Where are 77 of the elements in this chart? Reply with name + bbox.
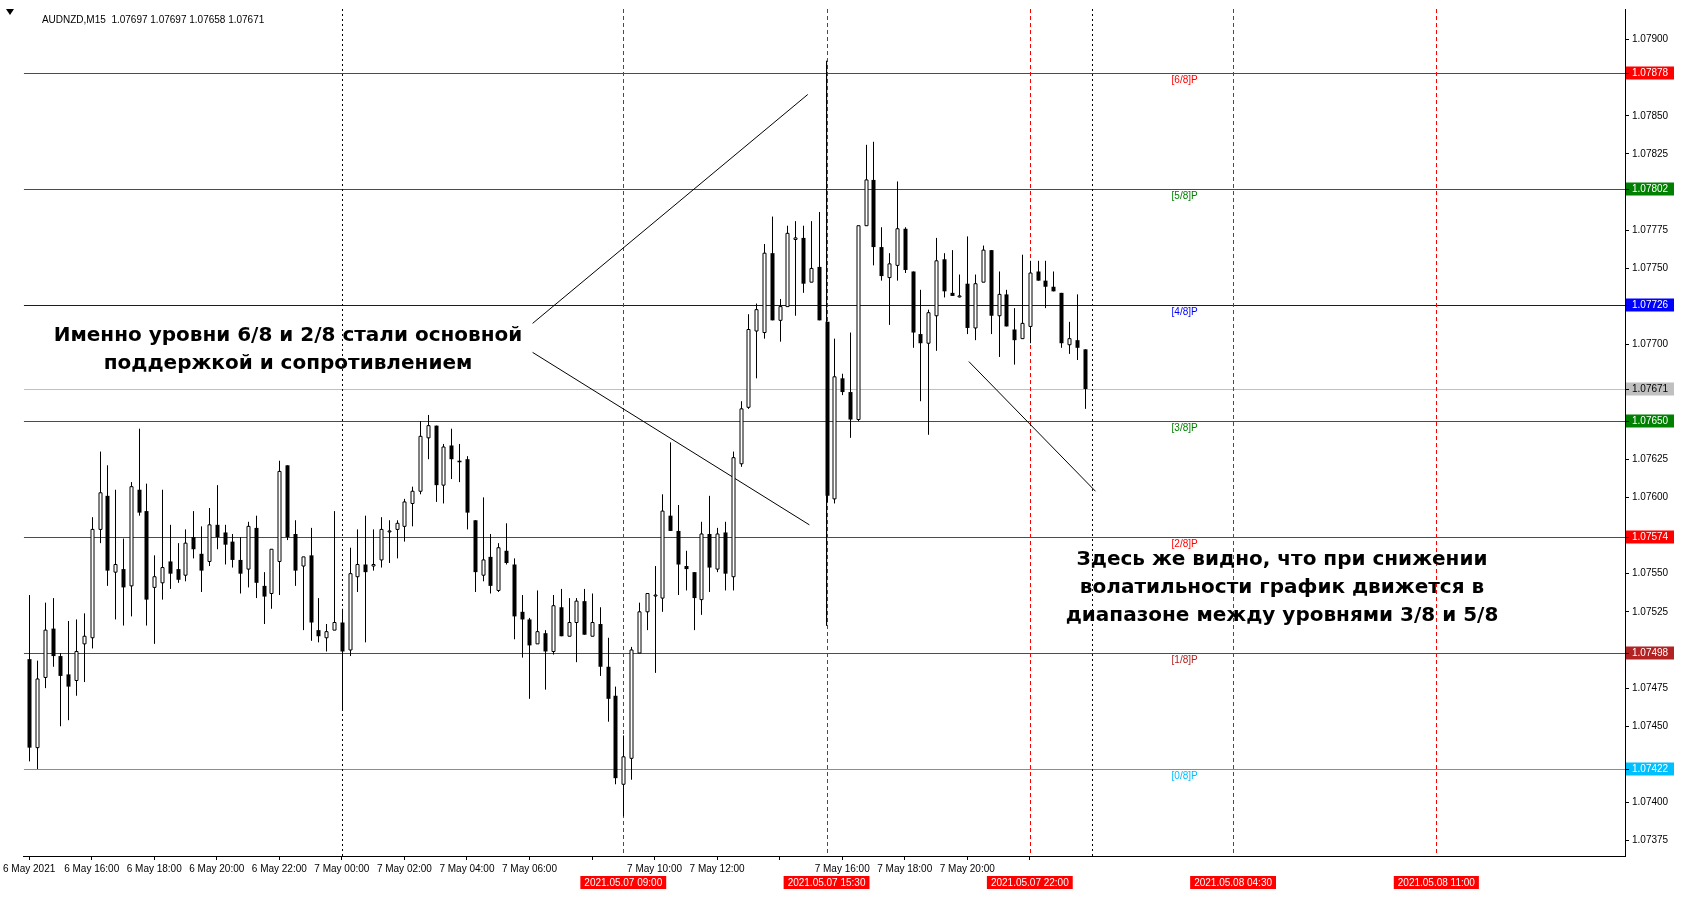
y-tick-label: 1.07400 [1632,796,1669,808]
x-tick-label: 6 May 20:00 [189,862,245,874]
x-tick-label: 7 May 02:00 [376,862,433,874]
candlestick [191,510,196,559]
candlestick [199,525,204,593]
ref-line-label: 2021.05.07 22:00 [990,876,1070,888]
candlestick [504,522,509,566]
y-tick-label: 1.07850 [1632,109,1669,121]
candlestick [684,550,689,591]
y-tick-label: 1.07422 [1632,762,1669,774]
y-tick-label: 1.07878 [1632,66,1669,78]
ref-line-label: [0/8]P [1171,769,1199,781]
candlestick [238,536,243,595]
candlestick [1075,293,1080,361]
x-tick-label: 7 May 00:00 [314,862,370,874]
y-tick-label: 1.07600 [1632,491,1669,503]
candlestick [1043,260,1048,309]
ref-line-label: 2021.05.07 15:30 [787,876,866,888]
y-tick-label: 1.07574 [1632,530,1669,542]
candlestick [520,594,525,659]
x-tick-label: 6 May 22:00 [251,862,308,874]
y-tick-label: 1.07375 [1632,834,1669,846]
candlestick [316,597,321,643]
x-tick-label: 7 May 04:00 [439,862,495,874]
candlestick [449,428,454,480]
y-tick-label: 1.07900 [1632,33,1669,45]
y-tick-label: 1.07802 [1632,182,1669,194]
y-tick-label: 1.07750 [1632,262,1669,274]
ref-line-label: [6/8]P [1171,73,1199,85]
ref-line-label: [3/8]P [1171,421,1199,433]
y-tick-label: 1.07625 [1632,452,1669,464]
candlestick [950,249,955,297]
y-tick-label: 1.07671 [1632,382,1669,394]
candlestick [918,289,923,402]
y-tick-label: 1.07498 [1632,646,1669,658]
ref-line-label: 2021.05.08 04:30 [1194,876,1273,888]
ref-line-label: 2021.05.07 09:00 [584,876,663,888]
ref-line-label: [4/8]P [1171,305,1199,317]
y-tick-label: 1.07475 [1632,681,1669,693]
candlestick [168,524,173,590]
ref-line-label: [1/8]P [1171,653,1199,665]
y-tick-label: 1.07650 [1632,414,1669,426]
x-tick-label: 7 May 06:00 [501,862,558,874]
x-tick-label: 7 May 16:00 [814,862,871,874]
candlestick [121,538,126,627]
x-tick-label: 6 May 16:00 [64,862,120,874]
text: AUDNZD,M15 1.07697 1.07697 1.07658 1.07671 [41,13,265,25]
y-tick-label: 1.07825 [1632,147,1669,159]
candlestick [230,533,235,569]
ref-line-label: [5/8]P [1171,189,1199,201]
x-tick-label: 7 May 20:00 [939,862,996,874]
y-tick-label: 1.07550 [1632,567,1669,579]
candlestick [215,484,220,550]
candlestick [137,428,142,517]
x-tick-label: 6 May 2021 [3,862,56,874]
candlestick [58,652,63,727]
x-tick-label: 6 May 18:00 [126,862,183,874]
annotation: Именно уровни 6/8 и 2/8 стали основной поддержкой и сопротивлением [53,322,523,375]
candlestick [66,620,71,721]
candlestick [223,524,228,566]
x-tick-label: 7 May 12:00 [689,862,746,874]
candlestick [668,441,673,532]
candlestick [543,629,548,691]
x-tick-label: 7 May 10:00 [627,862,683,874]
ref-line-label: 2021.05.08 11:00 [1397,876,1476,888]
y-tick-label: 1.07700 [1632,338,1669,350]
y-tick-label: 1.07726 [1632,298,1669,310]
candlestick [1036,260,1041,282]
candlestick [363,515,368,643]
candlestick [176,542,181,584]
candlestick [840,373,845,396]
x-tick-label: 7 May 18:00 [877,862,933,874]
candlestick [262,571,267,625]
y-tick-label: 1.07525 [1632,605,1669,617]
candlestick [1012,307,1017,366]
y-tick-label: 1.07775 [1632,224,1669,236]
y-tick-label: 1.07450 [1632,720,1669,732]
